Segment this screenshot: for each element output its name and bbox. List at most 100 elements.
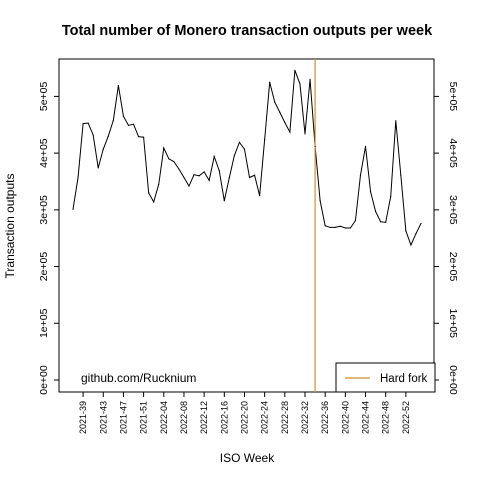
data-point <box>269 81 271 83</box>
data-point <box>385 221 387 223</box>
data-point <box>375 210 377 213</box>
data-point <box>137 136 140 138</box>
x-tick-label: 2022-40 <box>340 401 350 434</box>
data-point <box>72 208 74 210</box>
y-tick-label-left: 1e+05 <box>38 308 50 338</box>
data-point <box>344 227 346 229</box>
data-point <box>289 131 291 133</box>
data-point <box>354 220 357 222</box>
data-point <box>102 148 104 150</box>
data-point <box>87 122 89 124</box>
data-point <box>188 185 190 187</box>
x-axis-label: ISO Week <box>220 451 275 465</box>
data-point <box>309 78 311 80</box>
x-tick-label: 2022-36 <box>320 401 330 434</box>
data-point <box>329 226 331 229</box>
y-tick-label-right: 1e+05 <box>447 309 459 339</box>
data-point <box>163 147 165 149</box>
data-point <box>248 176 251 179</box>
data-point <box>299 83 301 85</box>
y-tick-label-left: 4e+05 <box>38 138 50 168</box>
y-tick-label-right: 3e+05 <box>447 195 459 225</box>
x-tick-label: 2022-16 <box>219 401 229 434</box>
data-point <box>410 244 412 246</box>
y-axis-label: Transaction outputs <box>3 174 17 279</box>
chart-title: Total number of Monero transaction outpu… <box>62 23 433 39</box>
y-tick-label-right: 5e+05 <box>447 82 459 112</box>
data-point <box>107 135 109 137</box>
x-tick-label: 2022-08 <box>179 401 189 434</box>
x-axis: 2021-39 2021-43 2021-47 2021-51 2022-04 2022-… <box>78 392 411 434</box>
x-tick-label: 2022-04 <box>159 401 169 434</box>
data-point <box>82 123 84 125</box>
data-point <box>364 145 367 147</box>
data-point <box>274 101 276 103</box>
x-tick-label: 2022-12 <box>199 401 209 434</box>
y-tick-label-left: 2e+05 <box>38 252 50 282</box>
y-tick-label-left: 0e+00 <box>38 365 50 395</box>
data-point <box>178 168 180 170</box>
y-tick-label-right: 2e+05 <box>447 252 459 282</box>
x-tick-label: 2022-32 <box>300 401 310 434</box>
data-point <box>218 170 220 172</box>
data-point <box>405 230 407 232</box>
data-point <box>117 85 119 87</box>
data-point <box>153 201 155 203</box>
data-point <box>415 233 417 235</box>
data-point <box>203 171 205 173</box>
data-point <box>264 138 266 141</box>
data-point <box>359 174 362 176</box>
data-point <box>253 174 256 176</box>
data-point <box>92 134 94 136</box>
data-point <box>112 119 114 121</box>
y-tick-label-right: 0e+00 <box>447 365 459 395</box>
data-point <box>238 141 241 143</box>
series-line <box>72 70 422 247</box>
data-point <box>173 161 175 163</box>
data-point <box>324 225 326 227</box>
legend: Hard fork <box>335 362 436 393</box>
x-tick-label: 2021-39 <box>78 401 88 434</box>
x-tick-label: 2021-43 <box>98 401 108 434</box>
data-point <box>349 227 351 229</box>
x-tick-label: 2022-44 <box>361 401 371 434</box>
data-point <box>148 192 150 194</box>
data-point <box>228 176 230 179</box>
x-tick-label: 2022-48 <box>381 401 391 434</box>
data-point <box>132 123 135 125</box>
data-point <box>233 154 235 156</box>
y-axis-left: 0e+00 1e+05 2e+05 3e+05 4e+05 5e+05 <box>38 81 59 395</box>
x-tick-label: 2021-47 <box>118 401 128 434</box>
plot-area <box>58 58 435 393</box>
data-point <box>122 115 125 117</box>
data-point <box>183 176 185 179</box>
source-annotation: github.com/Rucknium <box>81 371 196 385</box>
data-point <box>334 226 336 229</box>
y-tick-label-right: 4e+05 <box>447 138 459 168</box>
data-point <box>279 111 281 113</box>
y-tick-label-left: 3e+05 <box>38 195 50 225</box>
data-point <box>208 179 210 181</box>
data-point <box>158 183 160 185</box>
data-point <box>314 145 316 147</box>
data-point <box>168 158 170 160</box>
data-point <box>97 167 99 169</box>
x-tick-label: 2022-52 <box>401 401 411 434</box>
x-tick-label: 2022-28 <box>280 401 290 434</box>
data-point <box>339 225 341 227</box>
legend-label: Hard fork <box>380 373 428 385</box>
data-point <box>77 176 79 179</box>
x-tick-label: 2022-24 <box>260 401 270 434</box>
data-point <box>243 148 246 150</box>
data-point <box>294 69 296 71</box>
x-tick-label: 2022-20 <box>239 401 249 434</box>
data-point <box>284 121 286 124</box>
data-point <box>390 195 392 197</box>
data-points <box>72 69 422 246</box>
data-point <box>420 222 422 225</box>
data-point <box>319 200 321 202</box>
data-point <box>143 136 145 138</box>
data-point <box>369 191 372 193</box>
